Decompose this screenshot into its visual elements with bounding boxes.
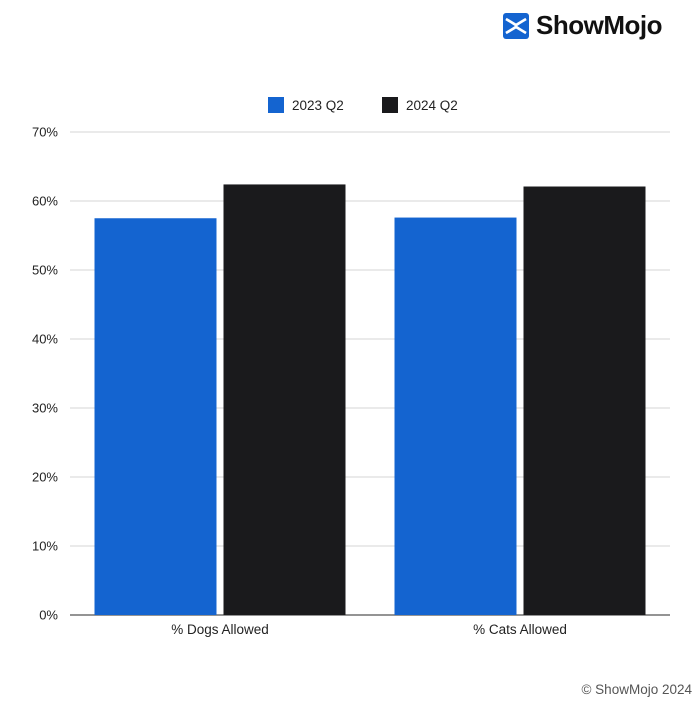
copyright-notice: © ShowMojo 2024 [581,682,692,697]
bar-cats-2024-q2 [523,186,646,615]
y-tick-label: 20% [32,470,58,485]
y-tick-label: 70% [32,125,58,140]
y-tick-label: 60% [32,194,58,209]
y-tick-label: 0% [39,608,58,623]
y-tick-label: 50% [32,263,58,278]
brand-name: ShowMojo [536,10,662,40]
chart-bars [94,184,646,615]
brand-logo: ShowMojo [502,10,662,41]
y-axis: 0% 10% 20% 30% 40% 50% 60% 70% [32,125,58,623]
legend-swatch [382,97,398,113]
x-category-label: % Dogs Allowed [171,622,269,637]
x-category-label: % Cats Allowed [473,622,567,637]
bar-dogs-2024-q2 [223,184,346,615]
x-axis: % Dogs Allowed % Cats Allowed [171,622,567,637]
y-tick-label: 10% [32,539,58,554]
showmojo-logo-icon [503,12,529,39]
legend-label: 2024 Q2 [406,98,458,113]
bar-cats-2023-q2 [394,217,517,615]
bar-dogs-2023-q2 [94,218,217,615]
y-tick-label: 40% [32,332,58,347]
chart-legend: 2023 Q2 2024 Q2 [268,97,458,113]
y-tick-label: 30% [32,401,58,416]
legend-label: 2023 Q2 [292,98,344,113]
legend-swatch [268,97,284,113]
